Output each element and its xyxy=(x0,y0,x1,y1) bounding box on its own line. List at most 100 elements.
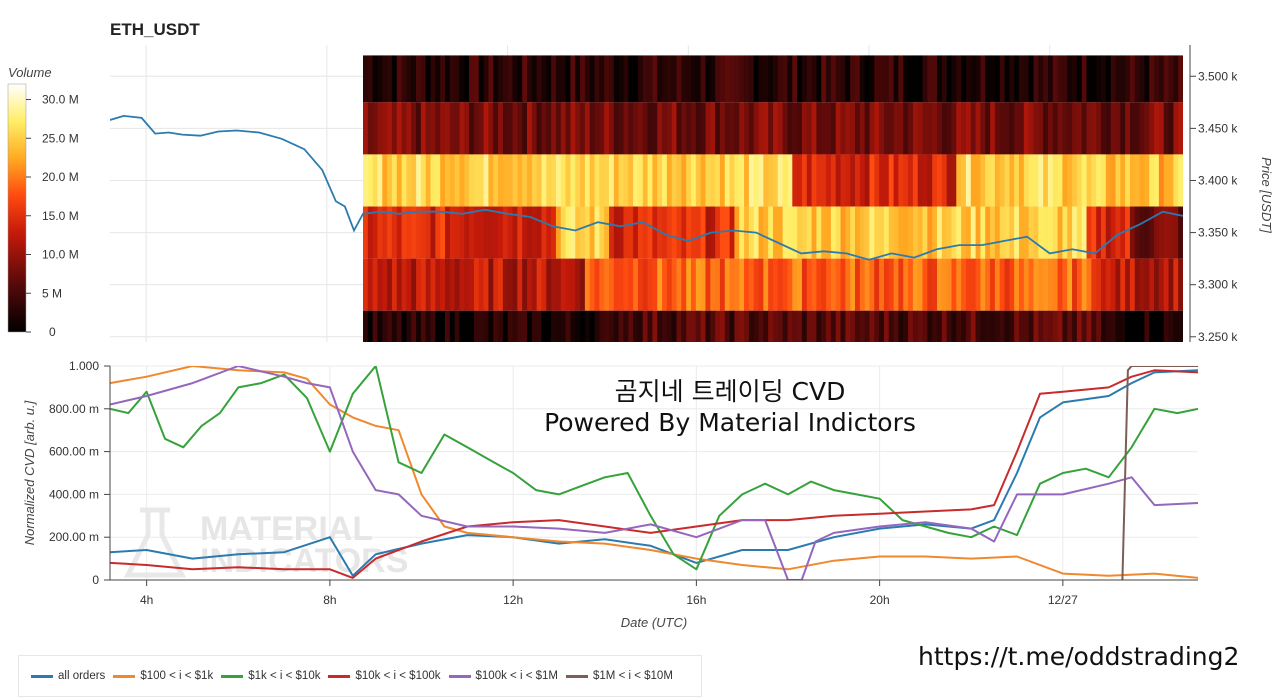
heatmap-cell xyxy=(816,206,822,259)
heatmap-cell xyxy=(1168,154,1174,207)
heatmap-cell xyxy=(387,310,393,342)
heatmap-cell xyxy=(396,310,403,342)
heatmap-cell xyxy=(787,258,793,311)
cvd-tick-label: 600.00 m xyxy=(49,445,99,459)
heatmap-cell xyxy=(883,55,890,103)
heatmap-cell xyxy=(575,258,581,311)
heatmap-cell xyxy=(531,206,538,259)
heatmap-cell xyxy=(551,310,557,342)
heatmap-cell xyxy=(522,206,528,259)
heatmap-cell xyxy=(430,258,436,311)
heatmap-cell xyxy=(1023,55,1030,103)
heatmap-cell xyxy=(1110,310,1117,342)
heatmap-cell xyxy=(1047,55,1054,103)
heatmap-cell xyxy=(951,154,957,207)
heatmap-cell xyxy=(454,102,461,155)
heatmap-cell xyxy=(652,206,658,259)
heatmap-cell xyxy=(1120,102,1126,155)
heatmap-cell xyxy=(420,154,427,207)
heatmap-cell xyxy=(980,206,986,259)
overlay-title: 곰지네 트레이딩 CVD Powered By Material Indicto… xyxy=(500,376,960,438)
heatmap-cell xyxy=(985,102,991,155)
heatmap-cell xyxy=(522,102,528,155)
heatmap-cell xyxy=(888,258,895,311)
heatmap-cell xyxy=(927,206,933,259)
heatmap-cell xyxy=(932,258,938,311)
heatmap-cell xyxy=(1009,102,1015,155)
heatmap-cell xyxy=(454,206,461,259)
heatmap-cell xyxy=(826,206,832,259)
heatmap-cell xyxy=(1173,206,1179,259)
heatmap-cell xyxy=(1125,206,1131,259)
legend-item[interactable]: $100 < i < $1k xyxy=(113,670,213,682)
heatmap-cell xyxy=(864,258,871,311)
heatmap-cell xyxy=(512,310,518,342)
heatmap-cell xyxy=(811,102,818,155)
heatmap-cell xyxy=(758,206,764,259)
heatmap-cell xyxy=(994,102,1001,155)
heatmap-cell xyxy=(1081,206,1088,259)
heatmap-cell xyxy=(965,258,972,311)
heatmap-cell xyxy=(637,206,644,259)
heatmap-cell xyxy=(662,55,668,103)
heatmap-cell xyxy=(850,154,856,207)
heatmap-cell xyxy=(1062,154,1068,207)
heatmap-cell xyxy=(994,55,1001,103)
heatmap-cell xyxy=(691,55,697,103)
heatmap-cell xyxy=(700,102,707,155)
heatmap-cell xyxy=(792,154,798,207)
heatmap-cell xyxy=(724,102,731,155)
heatmap-cell xyxy=(594,55,600,103)
cvd-tick-label: 200.00 m xyxy=(49,530,99,544)
heatmap-cell xyxy=(956,154,962,207)
heatmap-cell xyxy=(435,258,441,311)
heatmap-cell xyxy=(1154,102,1160,155)
heatmap-cell xyxy=(912,310,919,342)
heatmap-cell xyxy=(912,55,919,103)
heatmap-cell xyxy=(1081,310,1088,342)
heatmap-cell xyxy=(527,55,533,103)
heatmap-cell xyxy=(811,206,818,259)
heatmap-cell xyxy=(555,154,562,207)
heatmap-cell xyxy=(763,206,769,259)
heatmap-cell xyxy=(768,55,774,103)
telegram-url[interactable]: https://t.me/oddstrading2 xyxy=(918,642,1240,671)
legend-item[interactable]: $1k < i < $10k xyxy=(221,670,320,682)
heatmap-cell xyxy=(859,258,866,311)
heatmap-cell xyxy=(686,258,692,311)
heatmap-cell xyxy=(449,154,456,207)
heatmap-cell xyxy=(1139,258,1146,311)
heatmap-cell xyxy=(575,310,581,342)
heatmap-cell xyxy=(1091,55,1097,103)
heatmap-cell xyxy=(599,258,605,311)
heatmap-cell xyxy=(811,154,818,207)
legend-item[interactable]: $100k < i < $1M xyxy=(448,670,558,682)
legend-item[interactable]: $1M < i < $10M xyxy=(566,670,673,682)
heatmap-cell xyxy=(941,55,948,103)
heatmap-cell xyxy=(435,154,441,207)
heatmap-cell xyxy=(609,206,615,259)
heatmap-cell xyxy=(855,206,861,259)
heatmap-cell xyxy=(377,258,383,311)
heatmap-cell xyxy=(946,154,953,207)
legend-item[interactable]: $10k < i < $100k xyxy=(328,670,441,682)
heatmap-cell xyxy=(975,310,982,342)
heatmap-cell xyxy=(493,206,499,259)
heatmap-cell xyxy=(1091,102,1097,155)
heatmap-cell xyxy=(1129,154,1136,207)
heatmap-cell xyxy=(1072,310,1078,342)
heatmap-cell xyxy=(874,310,880,342)
heatmap-cell xyxy=(1163,55,1170,103)
heatmap-cell xyxy=(763,154,769,207)
heatmap-cell xyxy=(430,55,436,103)
heatmap-cell xyxy=(464,154,470,207)
price-tick-label: 3.350 k xyxy=(1198,226,1238,240)
legend-item[interactable]: all orders xyxy=(31,670,105,682)
heatmap-cell xyxy=(1158,154,1165,207)
heatmap-cell xyxy=(797,206,803,259)
heatmap-cell xyxy=(671,55,678,103)
heatmap-cell xyxy=(671,258,678,311)
heatmap-cell xyxy=(623,154,629,207)
heatmap-cell xyxy=(1149,310,1155,342)
heatmap-cell xyxy=(801,310,808,342)
